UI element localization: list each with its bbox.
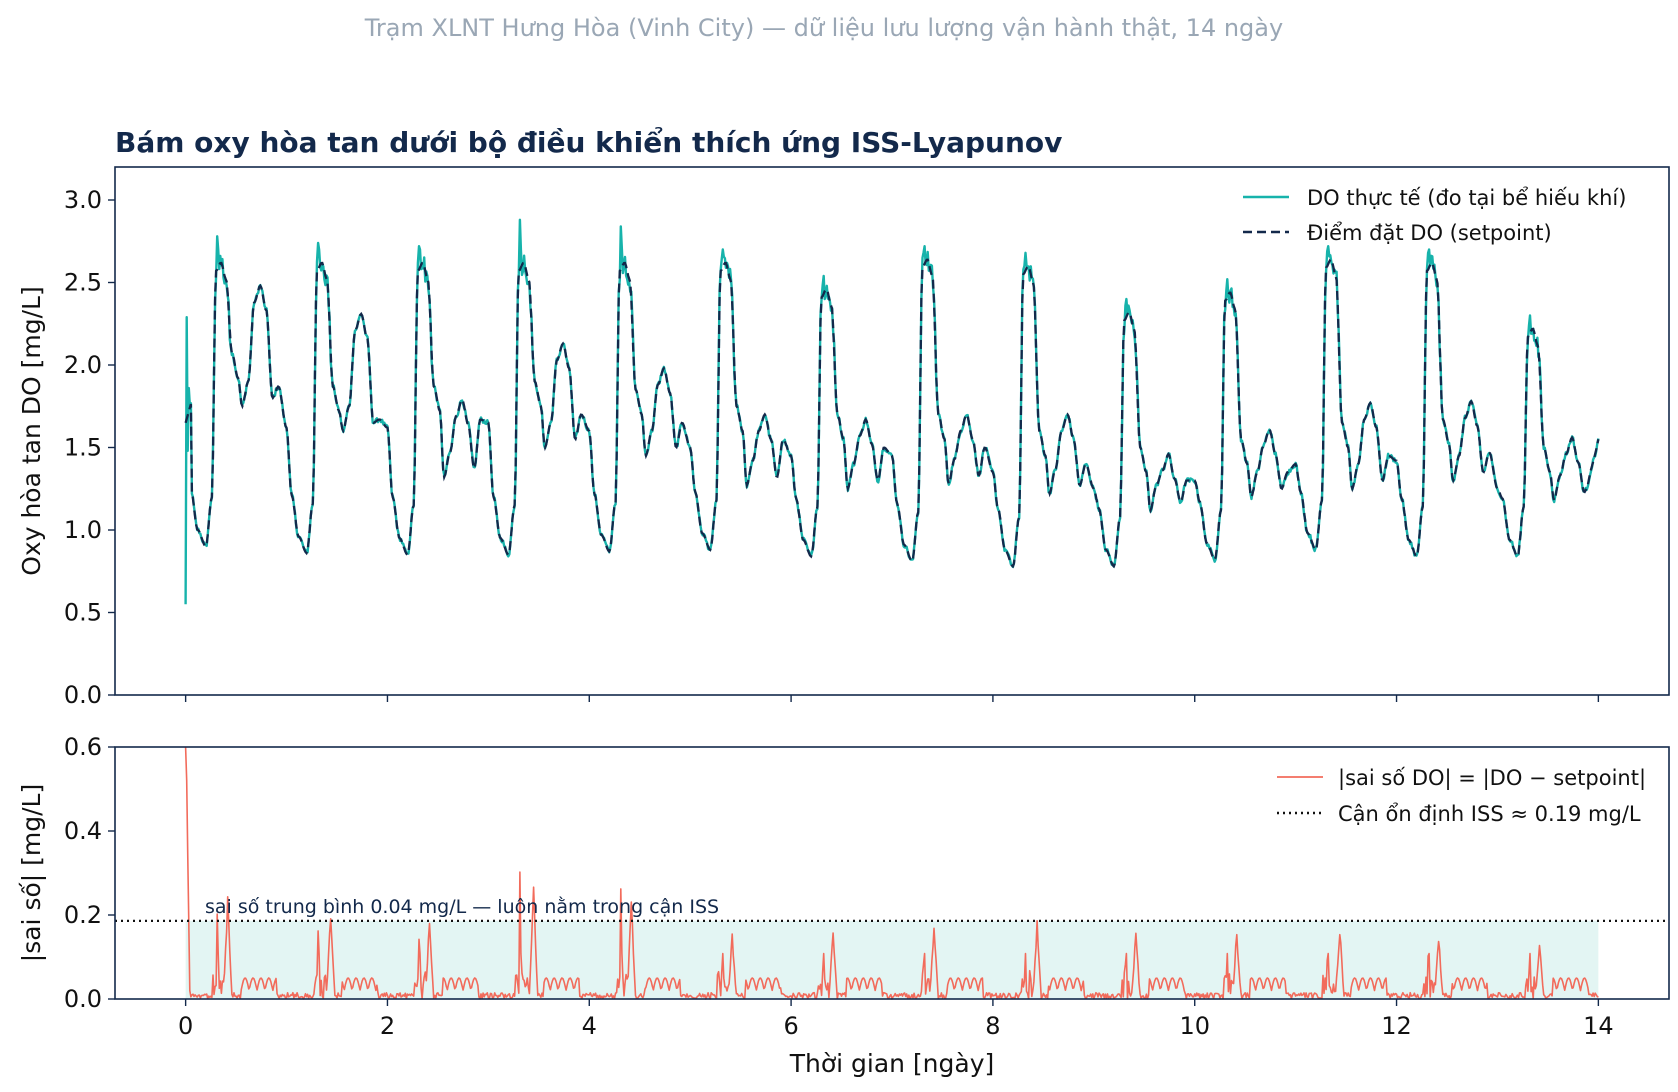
x-tick-label: 10 bbox=[1179, 1012, 1210, 1040]
x-tick-label: 0 bbox=[178, 1012, 193, 1040]
bottom-y-tick-label: 0.2 bbox=[64, 901, 102, 929]
legend-label-error: |sai số DO| = |DO − setpoint| bbox=[1338, 766, 1646, 791]
legend-label-setpoint: Điểm đặt DO (setpoint) bbox=[1307, 221, 1552, 245]
chart-title: Bám oxy hòa tan dưới bộ điều khiển thích… bbox=[115, 125, 1062, 159]
bottom-y-tick-label: 0.4 bbox=[64, 817, 102, 845]
top-y-tick-label: 1.5 bbox=[64, 434, 102, 462]
top-y-tick-label: 2.0 bbox=[64, 351, 102, 379]
top-series-layer bbox=[184, 218, 1600, 605]
top-legend: DO thực tế (đo tại bể hiếu khí) Điểm đặt… bbox=[1243, 186, 1626, 245]
bottom-series-layer bbox=[115, 746, 1669, 1000]
x-tick-label: 14 bbox=[1583, 1012, 1614, 1040]
top-y-axis-label: Oxy hòa tan DO [mg/L] bbox=[17, 286, 46, 576]
x-tick-label: 4 bbox=[582, 1012, 597, 1040]
bottom-legend: |sai số DO| = |DO − setpoint| Cận ổn địn… bbox=[1277, 766, 1646, 826]
top-axes-frame bbox=[114, 166, 1670, 696]
x-axis-label: Thời gian [ngày] bbox=[789, 1049, 995, 1078]
error-chart: 0.0 0.2 0.4 0.6 0 2 4 6 8 10 12 14 sai số trung bì… bbox=[17, 733, 1670, 1078]
top-y-tick-label: 0.0 bbox=[64, 681, 102, 709]
bottom-y-tick-label: 0.6 bbox=[64, 733, 102, 761]
bottom-y-axis-label: |sai số| [mg/L] bbox=[17, 784, 46, 962]
series-setpoint bbox=[184, 258, 1600, 569]
top-y-tick-label: 2.5 bbox=[64, 269, 102, 297]
figure-suptitle: Trạm XLNT Hưng Hòa (Vinh City) — dữ liệu… bbox=[364, 14, 1283, 42]
x-tick-label: 12 bbox=[1381, 1012, 1412, 1040]
bottom-x-ticks: 0 2 4 6 8 10 12 14 bbox=[178, 999, 1614, 1040]
bottom-y-ticks: 0.0 0.2 0.4 0.6 bbox=[64, 733, 115, 1013]
legend-label-iss-bound: Cận ổn định ISS ≈ 0.19 mg/L bbox=[1338, 802, 1641, 826]
top-y-tick-label: 0.5 bbox=[64, 599, 102, 627]
bottom-axes-frame bbox=[114, 746, 1670, 1000]
mean-error-annotation: sai số trung bình 0.04 mg/L — luôn nằm t… bbox=[205, 895, 719, 918]
top-y-tick-label: 1.0 bbox=[64, 516, 102, 544]
top-x-ticks bbox=[184, 695, 1600, 702]
top-y-tick-label: 3.0 bbox=[64, 186, 102, 214]
x-tick-label: 2 bbox=[380, 1012, 395, 1040]
legend-label-do-actual: DO thực tế (đo tại bể hiếu khí) bbox=[1307, 186, 1626, 210]
series-do-actual bbox=[184, 218, 1600, 605]
bottom-y-tick-label: 0.0 bbox=[64, 985, 102, 1013]
top-y-ticks: 0.0 0.5 1.0 1.5 2.0 2.5 3.0 bbox=[64, 186, 115, 709]
do-tracking-chart: Bám oxy hòa tan dưới bộ điều khiển thích… bbox=[17, 125, 1670, 709]
x-tick-label: 6 bbox=[783, 1012, 798, 1040]
x-tick-label: 8 bbox=[985, 1012, 1000, 1040]
